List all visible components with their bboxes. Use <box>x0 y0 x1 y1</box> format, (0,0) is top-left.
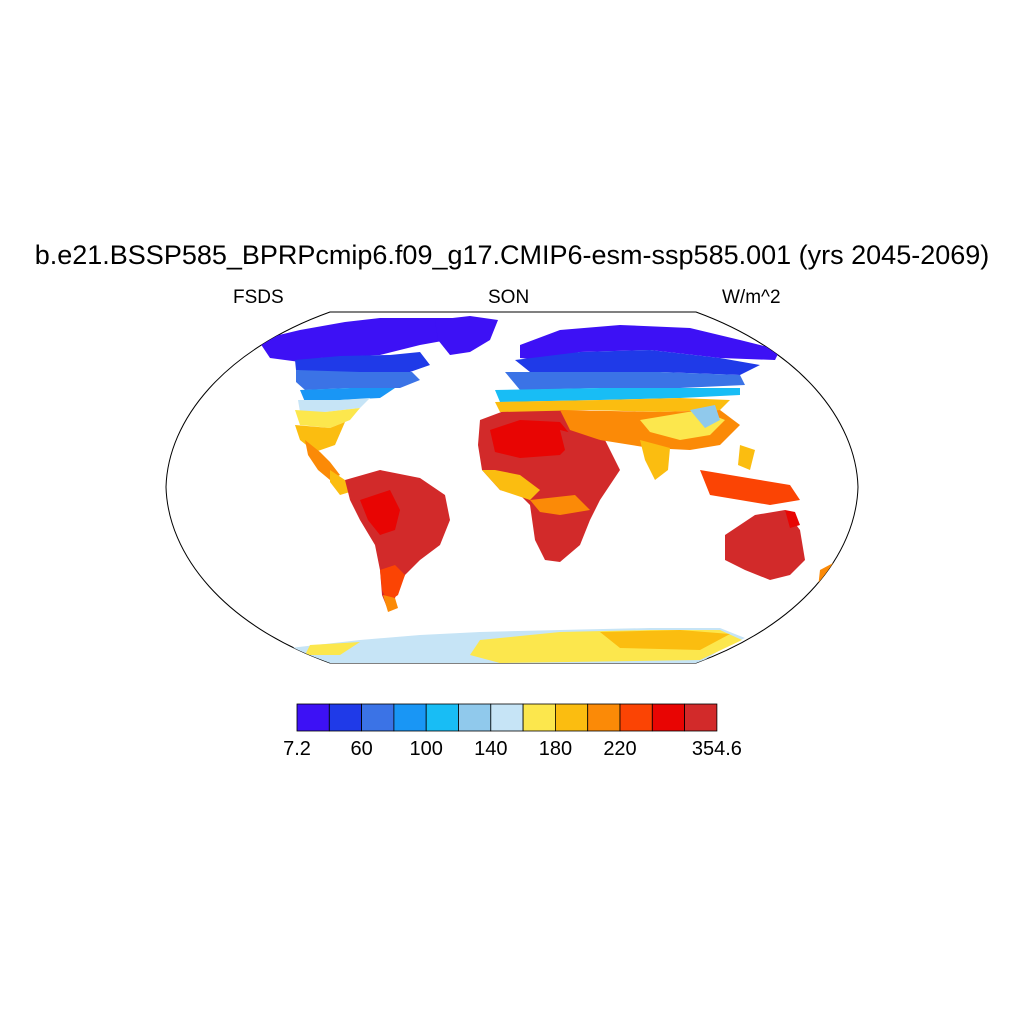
colorbar-swatch <box>619 703 653 732</box>
colorbar-swatch <box>651 703 685 732</box>
colorbar-tick-label: 354.6 <box>692 738 742 760</box>
colorbar-swatch <box>490 703 524 732</box>
colorbar-swatch <box>393 703 427 732</box>
colorbar-tick-label: 100 <box>410 738 443 760</box>
eurasia-landmass <box>495 325 780 480</box>
colorbar-swatch <box>296 703 330 732</box>
colorbar-tick-label: 180 <box>539 738 572 760</box>
plot-title: b.e21.BSSP585_BPRPcmip6.f09_g17.CMIP6-es… <box>34 240 990 270</box>
colorbar-swatch <box>328 703 362 732</box>
colorbar-tick-label: 60 <box>350 738 372 760</box>
south-america-landmass <box>345 470 450 612</box>
colorbar-tick-label: 7.2 <box>283 738 311 760</box>
colorbar-swatch <box>425 703 459 732</box>
colorbar-tick-label: 220 <box>603 738 636 760</box>
colorbar-swatch <box>555 703 589 732</box>
colorbar-swatch <box>522 703 556 732</box>
colorbar-swatch <box>684 703 718 732</box>
season-label: SON <box>488 287 530 308</box>
australia-landmass <box>725 510 805 580</box>
colorbar-swatch <box>587 703 621 732</box>
colorbar-swatch <box>361 703 395 732</box>
maritime-continent-landmass <box>700 445 800 505</box>
colorbar-tick-label: 140 <box>474 738 507 760</box>
variable-label: FSDS <box>233 287 284 308</box>
colorbar-swatch <box>458 703 492 732</box>
greenland-landmass <box>435 316 498 355</box>
antarctica-landmass <box>290 628 745 663</box>
units-label: W/m^2 <box>722 287 781 308</box>
north-america-landmass <box>258 318 490 495</box>
